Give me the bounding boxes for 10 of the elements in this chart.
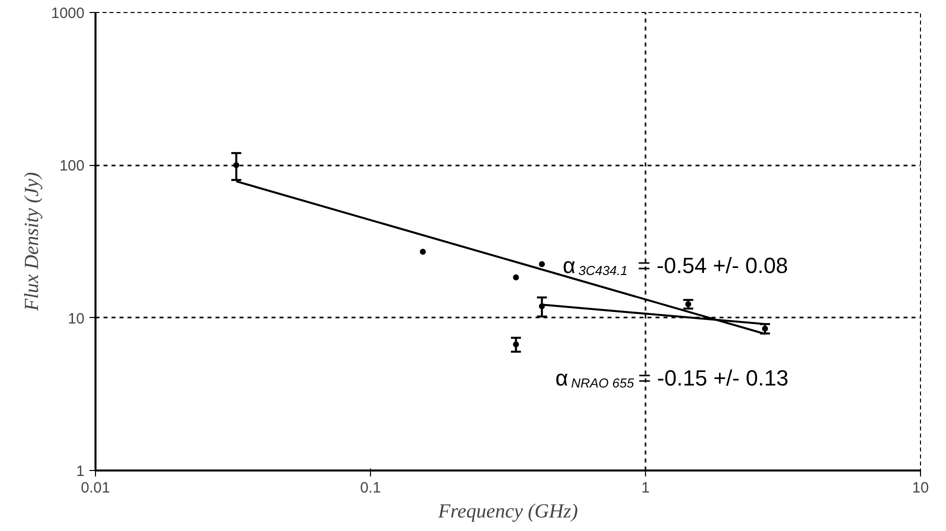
y-tick-label: 1 [76, 463, 84, 480]
x-tick-label: 10 [912, 480, 929, 496]
x-tick-label: 0.01 [80, 480, 110, 496]
y-tick-label: 10 [68, 310, 85, 328]
y-tick-label: 1000 [51, 5, 85, 22]
x-axis-title: Frequency (GHz) [437, 500, 578, 522]
y-axis-title: Flux Density (Jy) [21, 172, 44, 312]
x-tick-label: 0.1 [360, 480, 381, 496]
x-tick-label: 1 [641, 480, 650, 496]
y-tick-label: 100 [59, 158, 85, 175]
